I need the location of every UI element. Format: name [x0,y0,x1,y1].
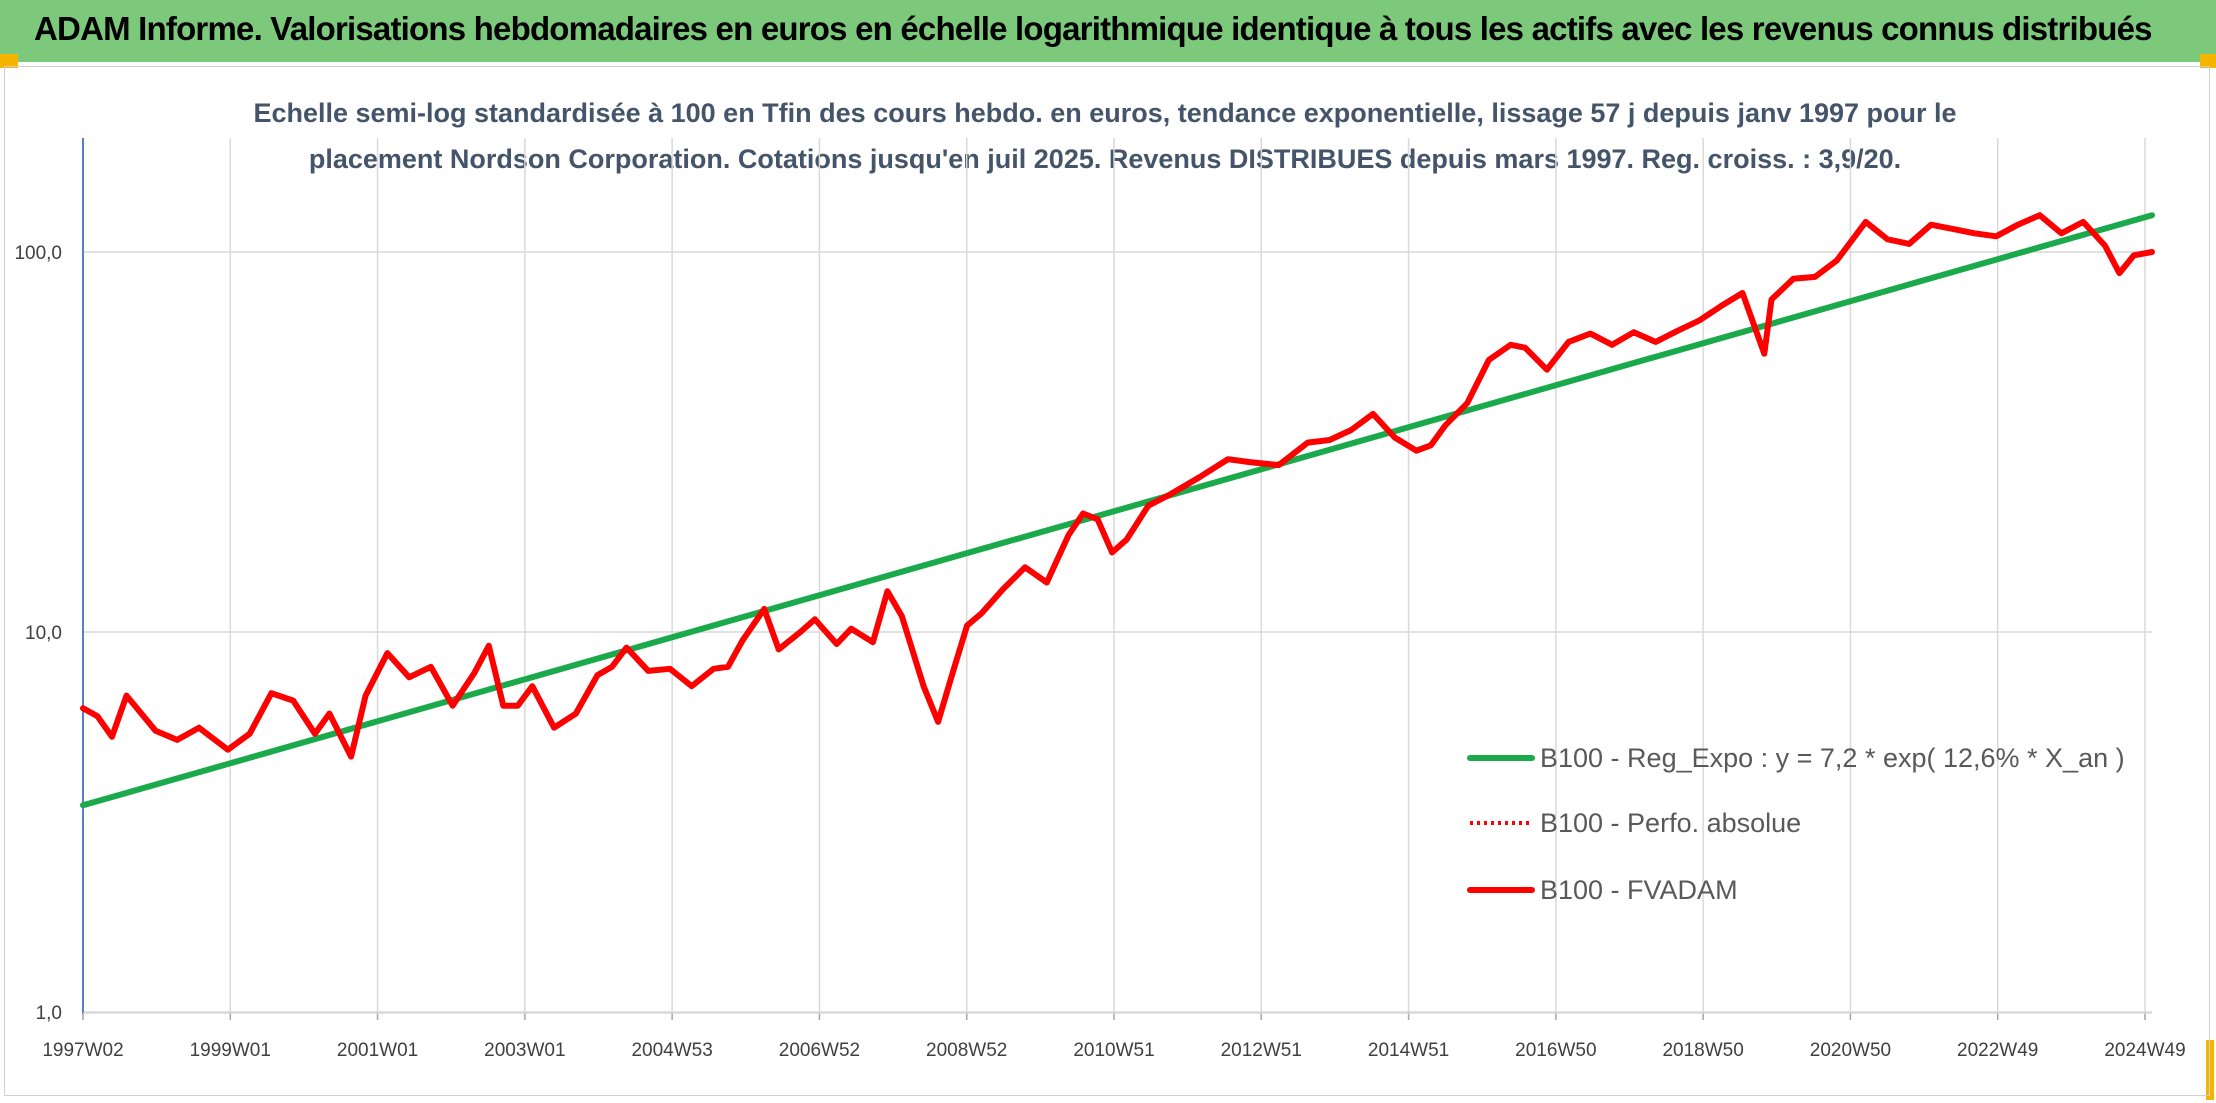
x-tick-label: 1997W02 [42,1040,123,1061]
x-tick-label: 2024W49 [2104,1040,2185,1061]
chart-frame [4,66,2210,1096]
x-tick-label: 1999W01 [190,1040,271,1061]
header-bar: ADAM Informe. Valorisations hebdomadaire… [0,0,2216,62]
series-layer [80,212,2155,809]
corner-accent-top-right [2200,54,2216,68]
legend-item-fvadam-label: B100 - FVADAM [1540,875,1738,905]
chart-subtitle-line-2: placement Nordson Corporation. Cotations… [309,144,1901,174]
x-tick-label: 2006W52 [779,1040,860,1061]
y-tick-label: 10,0 [25,623,62,644]
legend: B100 - Reg_Expo : y = 7,2 * exp( 12,6% *… [1467,743,2125,905]
x-tick-label: 2020W50 [1810,1040,1891,1061]
x-tick-label: 2001W01 [337,1040,418,1061]
legend-item-perfo-label: B100 - Perfo. absolue [1540,808,1801,838]
legend-item-trend-label: B100 - Reg_Expo : y = 7,2 * exp( 12,6% *… [1540,743,2125,773]
x-tick-label: 2003W01 [484,1040,565,1061]
x-tick-label: 2014W51 [1368,1040,1449,1061]
corner-accent-top-left [0,54,18,68]
x-tick-label: 2022W49 [1957,1040,2038,1061]
fvadam-series [80,212,2155,760]
x-tick-label: 2012W51 [1221,1040,1302,1061]
y-tick-label: 100,0 [14,243,62,264]
trend-line-series [80,212,2155,809]
x-tick-label: 2018W50 [1662,1040,1743,1061]
y-tick-label: 1,0 [36,1003,62,1024]
report-title: ADAM Informe. Valorisations hebdomadaire… [34,10,2153,47]
gridlines [83,138,2152,1013]
corner-accent-bottom-right [2206,1040,2214,1100]
x-tick-label: 2008W52 [926,1040,1007,1061]
x-tick-label: 2010W51 [1073,1040,1154,1061]
chart-subtitle-line-1: Echelle semi-log standardisée à 100 en T… [253,98,1956,128]
axes: 1,0 10,0 100,0 1997W02 1999W01 2001W01 2003W01… [14,138,2186,1061]
x-tick-label: 2004W53 [631,1040,712,1061]
x-tick-label: 2016W50 [1515,1040,1596,1061]
